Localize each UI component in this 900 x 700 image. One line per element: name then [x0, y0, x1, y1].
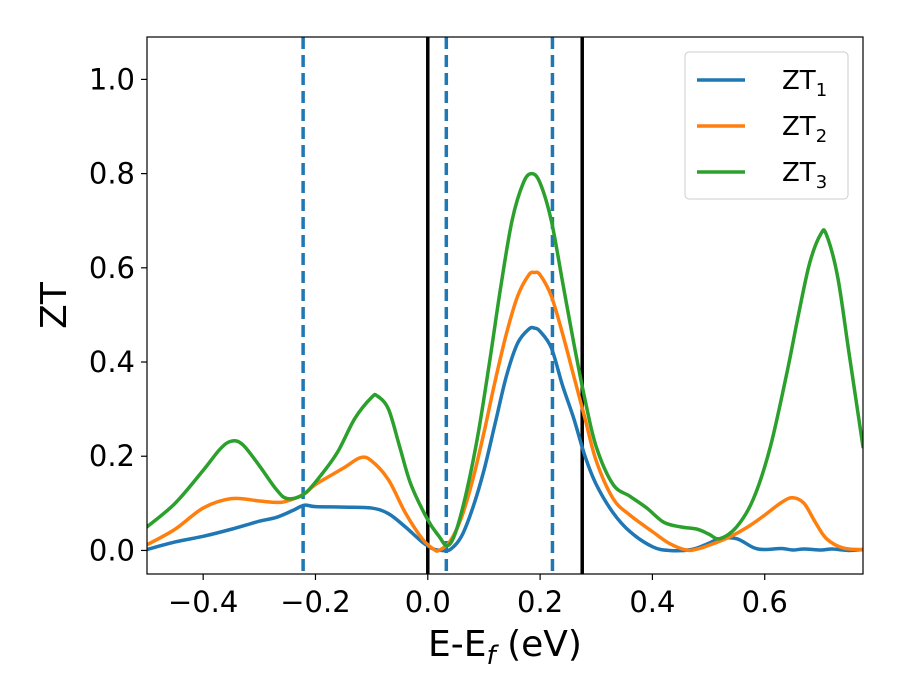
y-tick-label: 1.0 — [89, 62, 135, 96]
y-axis-ticks: 0.0 0.2 0.4 0.6 0.8 1.0 — [89, 62, 147, 567]
x-tick-label: 0.6 — [742, 585, 788, 619]
series-line-zt3 — [147, 171, 863, 548]
x-tick-label: 0.0 — [405, 585, 451, 619]
x-axis-ticks: −0.4 −0.2 0.0 0.2 0.4 0.6 — [168, 574, 788, 619]
legend-label-zt2: ZT2 — [782, 112, 827, 147]
y-axis-label: ZT — [34, 281, 75, 329]
legend-label-zt1: ZT1 — [782, 66, 827, 101]
x-tick-label: 0.4 — [629, 585, 675, 619]
data-series — [147, 171, 863, 553]
y-tick-label: 0.2 — [89, 439, 135, 473]
legend-label-zt3: ZT3 — [782, 158, 827, 193]
y-tick-label: 0.0 — [89, 533, 135, 567]
x-axis-label: E-Ef (eV) — [428, 624, 582, 671]
x-tick-label: −0.2 — [280, 585, 350, 619]
x-tick-label: −0.4 — [168, 585, 238, 619]
plot-frame — [146, 36, 864, 575]
x-tick-label: 0.2 — [517, 585, 563, 619]
reference-lines — [301, 37, 584, 574]
series-line-zt1 — [147, 325, 863, 553]
legend-box — [684, 51, 849, 200]
y-tick-label: 0.4 — [89, 345, 135, 379]
y-tick-label: 0.8 — [89, 157, 135, 191]
y-tick-label: 0.6 — [89, 251, 135, 285]
legend: ZT1 ZT2 ZT3 — [684, 51, 849, 200]
